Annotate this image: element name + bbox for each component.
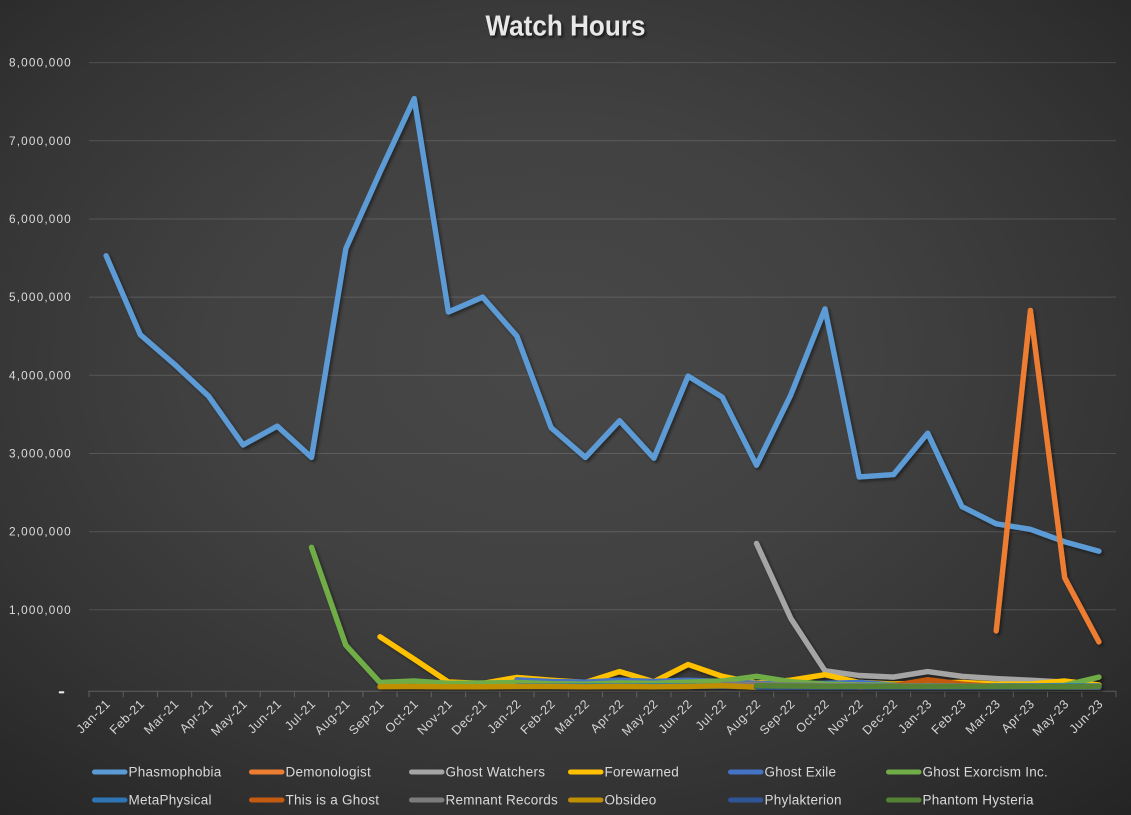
svg-text:7,000,000: 7,000,000 [9, 134, 72, 148]
svg-text:Remnant Records: Remnant Records [446, 793, 559, 808]
svg-text:8,000,000: 8,000,000 [9, 56, 72, 70]
svg-text:3,000,000: 3,000,000 [9, 447, 72, 461]
svg-text:Ghost Watchers: Ghost Watchers [446, 765, 546, 780]
svg-text:2,000,000: 2,000,000 [9, 525, 72, 539]
svg-text:Phantom Hysteria: Phantom Hysteria [923, 793, 1035, 808]
svg-text:Phylakterion: Phylakterion [765, 793, 842, 808]
svg-text:1,000,000: 1,000,000 [9, 603, 72, 617]
svg-text:4,000,000: 4,000,000 [9, 368, 72, 382]
svg-text:6,000,000: 6,000,000 [9, 212, 72, 226]
svg-text:Ghost Exile: Ghost Exile [765, 765, 837, 780]
svg-text:Ghost Exorcism Inc.: Ghost Exorcism Inc. [923, 765, 1049, 780]
svg-text:Watch Hours: Watch Hours [486, 11, 646, 43]
svg-text:Forewarned: Forewarned [605, 765, 680, 780]
svg-text:MetaPhysical: MetaPhysical [129, 793, 212, 808]
svg-text:Phasmophobia: Phasmophobia [129, 765, 222, 780]
svg-text:5,000,000: 5,000,000 [9, 290, 72, 304]
svg-text:Obsideo: Obsideo [605, 793, 657, 808]
svg-text:This is a Ghost: This is a Ghost [286, 793, 380, 808]
svg-text:Demonologist: Demonologist [286, 765, 372, 780]
